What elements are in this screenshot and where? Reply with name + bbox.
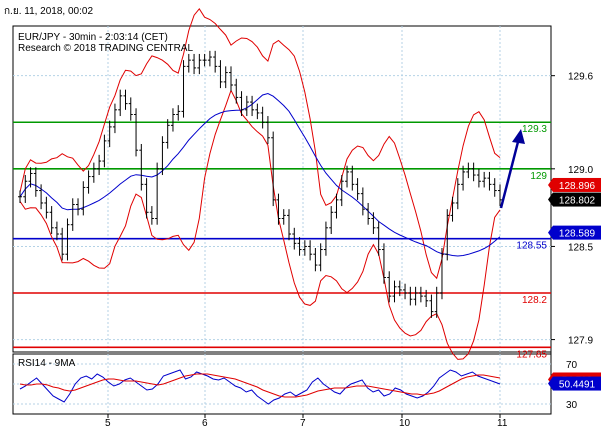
rsi-label: RSI14 - 9MA — [18, 358, 76, 369]
price-tag-pointer — [548, 225, 553, 240]
upper-band — [19, 7, 501, 280]
x-axis-ticks: 5 6 7 10 11 — [105, 414, 508, 429]
level-label: 127.85 — [516, 349, 547, 360]
price-tag: 128.896 — [559, 181, 596, 192]
support-resistance-levels: 129.3 129 128.55 128.2 127.85 — [13, 121, 551, 360]
price-tag-pointer — [548, 192, 553, 207]
y-tick-label: 128.5 — [568, 242, 593, 253]
timestamp: ก.ย. 11, 2018, 00:02 — [4, 6, 93, 17]
x-tick-label: 5 — [105, 418, 111, 429]
rsi-tag: 50.4491 — [559, 380, 596, 391]
level-label: 128.2 — [522, 295, 547, 306]
level-label: 129.3 — [522, 124, 547, 135]
level-label: 129 — [530, 171, 547, 182]
forecast-arrow — [499, 129, 525, 209]
rsi-lines — [19, 369, 501, 405]
grid — [13, 26, 551, 414]
rsi-ma-line — [19, 373, 501, 398]
x-tick-label: 11 — [497, 418, 508, 429]
price-tag-pointer — [548, 177, 553, 192]
rsi-tick-label: 30 — [566, 400, 578, 411]
price-tag: 128.589 — [559, 229, 596, 240]
rsi-tag-bg — [553, 376, 601, 391]
price-tag: 128.802 — [559, 196, 596, 207]
x-tick-label: 7 — [300, 418, 306, 429]
y-tick-label: 129.0 — [568, 165, 593, 176]
lower-band — [19, 89, 501, 360]
price-tag-bg — [553, 177, 601, 192]
bollinger-bands — [19, 7, 501, 360]
y-tick-label: 127.9 — [568, 336, 593, 347]
rsi-tag-pointer — [548, 376, 553, 391]
chart-subtitle: Research © 2018 TRADING CENTRAL — [18, 43, 193, 54]
price-tag-bg — [553, 192, 601, 207]
chart-title: EUR/JPY - 30min - 2:03:14 (CET) — [18, 32, 168, 43]
price-tag-bg — [553, 225, 601, 240]
rsi-tick-label: 70 — [566, 360, 578, 371]
x-tick-label: 10 — [399, 418, 411, 429]
price-bars — [18, 50, 502, 318]
y-tick-label: 129.6 — [568, 72, 593, 83]
moving-average — [19, 92, 501, 257]
x-tick-label: 6 — [202, 418, 208, 429]
rsi-line — [19, 369, 501, 405]
price-panel — [12, 25, 552, 353]
level-label: 128.55 — [516, 241, 547, 252]
